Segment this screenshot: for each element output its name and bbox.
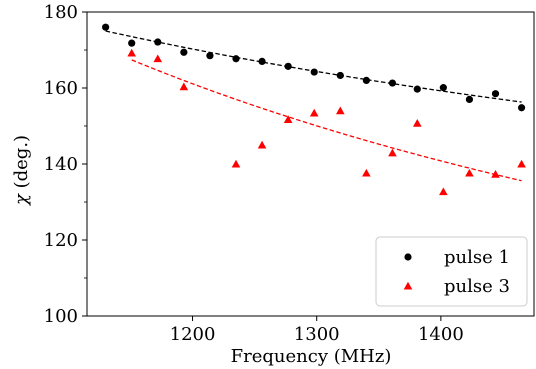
data-point [231, 159, 241, 168]
fit-lines [105, 30, 522, 182]
legend-label: pulse 3 [444, 276, 510, 297]
data-point [310, 68, 318, 76]
data-point [283, 115, 293, 123]
data-point [258, 57, 266, 65]
data-point [465, 95, 474, 103]
x-tick-label: 1400 [418, 324, 464, 345]
data-point [413, 85, 421, 93]
data-point [491, 169, 500, 178]
y-tick-label: 140 [44, 154, 78, 175]
data-point [517, 159, 526, 168]
axis-ticks: 1200 1300 1400 100 120 140 160 180 [44, 2, 464, 345]
y-axis-label: χ (deg.) [11, 135, 32, 207]
legend: pulse 1 pulse 3 [375, 236, 528, 307]
data-point [336, 71, 344, 80]
data-point [102, 23, 110, 31]
data-point [439, 84, 447, 92]
legend-box [375, 236, 528, 307]
data-point [127, 48, 136, 57]
data-point [153, 54, 163, 63]
data-point [465, 168, 474, 177]
data-point [180, 48, 188, 56]
data-point [362, 168, 371, 177]
x-axis-label: Frequency (MHz) [231, 346, 392, 367]
data-point [154, 38, 162, 46]
data-point [309, 108, 319, 117]
data-point [412, 119, 422, 127]
data-point [439, 187, 448, 196]
data-point [388, 148, 397, 157]
data-point [491, 90, 500, 98]
data-point [128, 39, 136, 47]
y-tick-label: 100 [44, 306, 78, 327]
legend-marker [403, 281, 413, 290]
data-point [362, 76, 370, 84]
data-point [206, 52, 214, 60]
y-tick-label: 180 [44, 2, 78, 23]
fit-line-1 [105, 30, 522, 103]
y-axis-label-symbol: χ [11, 193, 32, 207]
y-axis-label-unit: (deg.) [11, 135, 32, 194]
y-tick-label: 120 [44, 230, 78, 251]
data-point [388, 79, 397, 87]
y-tick-label: 160 [44, 78, 78, 99]
data-point [336, 106, 345, 115]
legend-label: pulse 1 [444, 247, 510, 268]
legend-marker [404, 253, 412, 261]
x-tick-label: 1300 [294, 324, 340, 345]
data-markers [102, 23, 526, 196]
data-point [232, 55, 240, 63]
x-tick-label: 1200 [170, 324, 216, 345]
data-point [284, 62, 292, 70]
fit-line-2 [131, 59, 522, 182]
data-point [257, 140, 267, 149]
data-point [179, 82, 189, 91]
data-point [517, 104, 526, 112]
